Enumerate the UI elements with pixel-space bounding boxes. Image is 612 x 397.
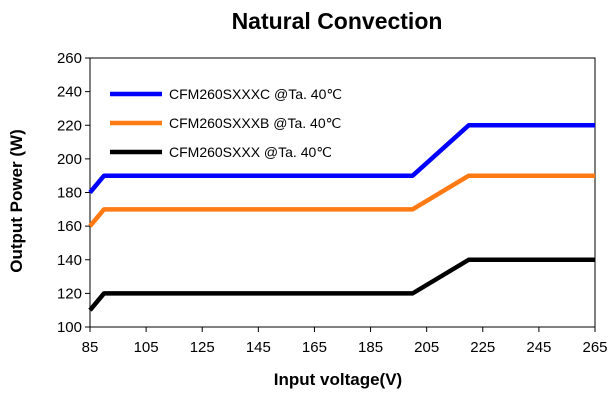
chart-title: Natural Convection xyxy=(232,8,443,34)
x-tick-label: 165 xyxy=(302,339,327,356)
y-tick-label: 120 xyxy=(57,285,82,302)
y-tick-label: 240 xyxy=(57,84,82,101)
y-tick-label: 100 xyxy=(57,319,82,336)
y-tick-label: 140 xyxy=(57,252,82,269)
x-tick-label: 265 xyxy=(582,339,607,356)
y-tick-label: 220 xyxy=(57,117,82,134)
series-line-2 xyxy=(88,173,595,228)
x-tick-label: 85 xyxy=(82,339,99,356)
x-tick-label: 245 xyxy=(526,339,551,356)
y-tick-label: 160 xyxy=(57,218,82,235)
series-line-1 xyxy=(88,123,595,194)
x-tick-label: 105 xyxy=(134,339,159,356)
x-tick-label: 185 xyxy=(358,339,383,356)
x-tick-label: 145 xyxy=(246,339,271,356)
legend-label-1: CFM260SXXXC @Ta. 40℃ xyxy=(169,86,342,102)
y-axis-label: Output Power (W) xyxy=(7,129,26,273)
x-tick-label: 125 xyxy=(190,339,215,356)
x-axis-label: Input voltage(V) xyxy=(274,370,402,389)
series-line-3 xyxy=(88,257,595,312)
legend-label-3: CFM260SXXX @Ta. 40℃ xyxy=(169,144,332,160)
x-tick-label: 205 xyxy=(414,339,439,356)
y-tick-label: 200 xyxy=(57,151,82,168)
y-tick-label: 260 xyxy=(57,50,82,67)
legend-label-2: CFM260SXXXB @Ta. 40℃ xyxy=(169,115,341,131)
x-tick-label: 225 xyxy=(470,339,495,356)
y-tick-label: 180 xyxy=(57,185,82,202)
plot-frame xyxy=(89,57,596,328)
